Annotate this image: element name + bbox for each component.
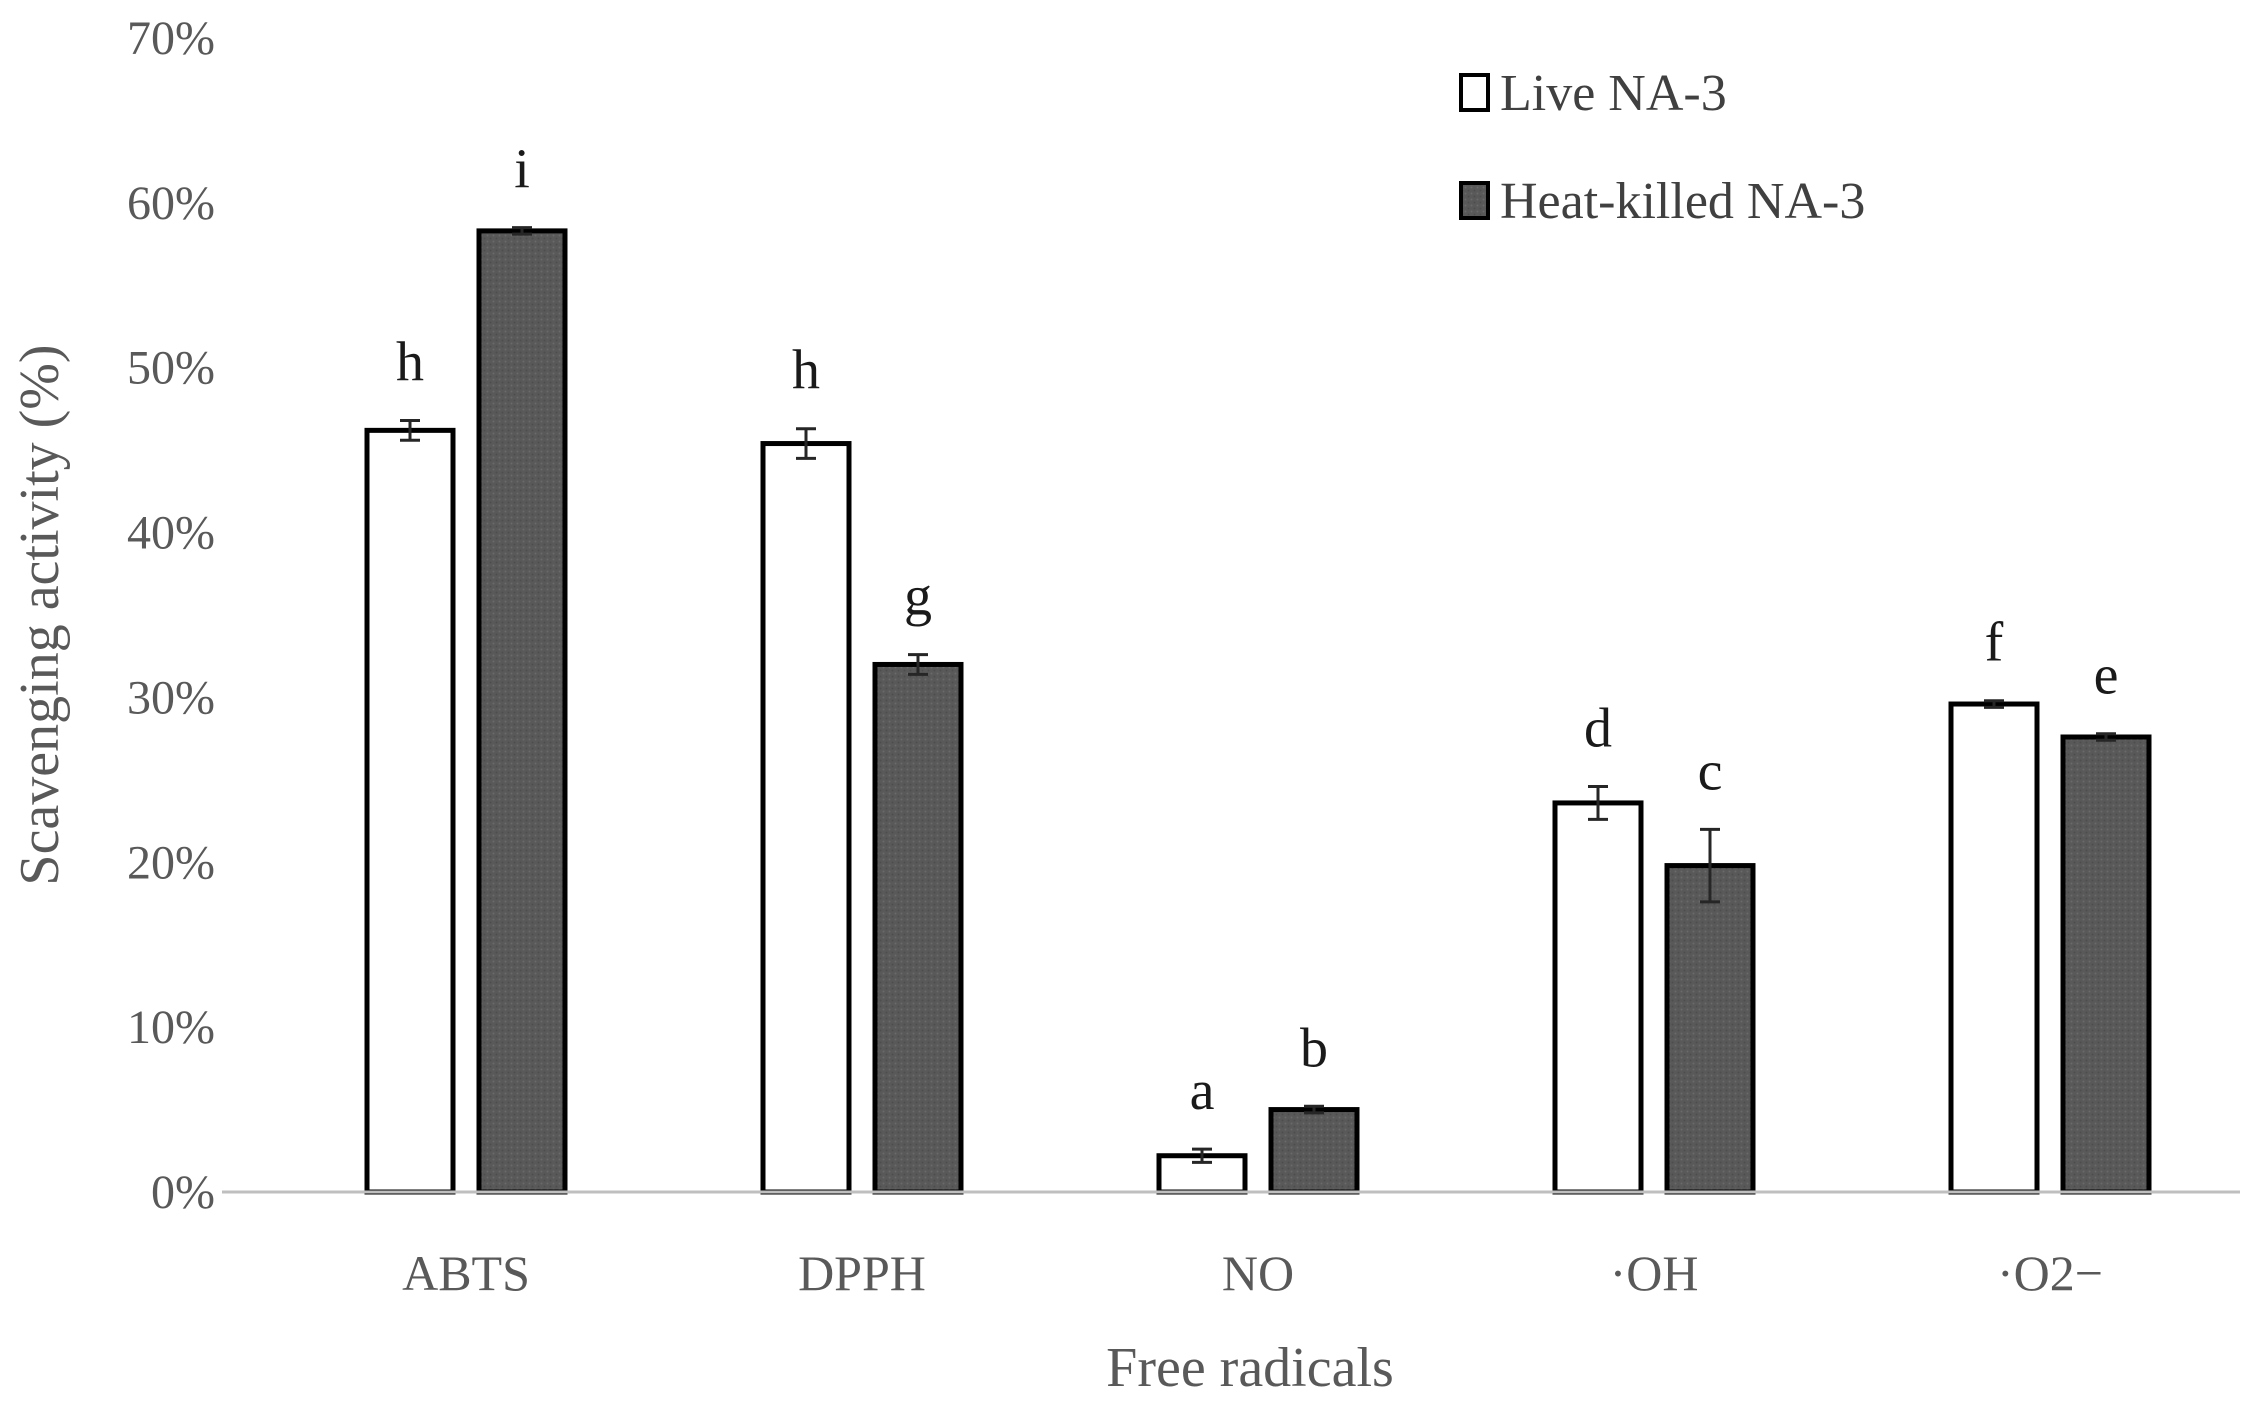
bar-live (1948, 701, 2040, 1195)
error-bar (2096, 732, 2116, 742)
error-bar (796, 427, 816, 460)
y-tick-label: 10% (127, 1001, 215, 1054)
bar-heat-killed (1268, 1107, 1360, 1195)
y-tick-label: 30% (127, 671, 215, 724)
x-axis-title: Free radicals (1106, 1337, 1394, 1399)
significance-letter: b (1300, 1017, 1328, 1079)
bar-heat-killed (1664, 863, 1756, 1195)
y-axis-title: Scavenging activity (%) (9, 344, 71, 885)
significance-letter: h (792, 340, 820, 402)
bars-layer (364, 226, 2152, 1195)
error-bar (908, 653, 928, 676)
error-bar (1984, 699, 2004, 709)
significance-letter: i (514, 139, 530, 201)
y-tick-label: 40% (127, 507, 215, 560)
significance-letter: g (904, 566, 932, 628)
y-tick-label: 0% (151, 1166, 215, 1219)
x-tick-label: DPPH (798, 1245, 926, 1301)
error-bar (512, 226, 532, 236)
y-tick-labels: 0% 10% 20% 30% 40% 50% 60% 70% (127, 12, 215, 1219)
significance-letter: f (1985, 612, 2004, 674)
error-bar (1192, 1147, 1212, 1164)
x-tick-label: ABTS (402, 1245, 530, 1301)
bar-heat-killed (2060, 734, 2152, 1195)
y-tick-label: 50% (127, 342, 215, 395)
y-tick-label: 70% (127, 12, 215, 65)
y-tick-label: 20% (127, 836, 215, 889)
x-tick-label: ·OH (1610, 1245, 1699, 1301)
significance-letter: c (1698, 740, 1723, 802)
legend-label-heat-killed: Heat-killed NA-3 (1500, 173, 1865, 230)
bar-live (364, 427, 456, 1195)
legend-swatch-heat-killed (1459, 181, 1490, 220)
x-tick-label: NO (1222, 1245, 1294, 1301)
significance-letter: d (1584, 697, 1612, 759)
significance-letter: e (2094, 645, 2119, 707)
error-bar (1304, 1104, 1324, 1115)
x-tick-labels: ABTS DPPH NO ·OH ·O2− (402, 1245, 2103, 1301)
legend-label-live: Live NA-3 (1500, 65, 1727, 122)
bar-live (1552, 800, 1644, 1195)
error-bar (1588, 784, 1608, 821)
significance-letter: a (1190, 1060, 1215, 1122)
bar-live (760, 441, 852, 1195)
significance-letter: h (396, 331, 424, 393)
y-tick-label: 60% (127, 177, 215, 230)
error-bar (400, 418, 420, 442)
legend-swatch-live (1459, 73, 1490, 112)
legend: Live NA-3 Heat-killed NA-3 (1459, 65, 1865, 230)
error-bar (1700, 827, 1720, 904)
bar-heat-killed (476, 228, 568, 1195)
legend-item-live: Live NA-3 (1459, 65, 1727, 122)
significance-letters: h h a d f i g b c e (396, 139, 2118, 1123)
bar-heat-killed (872, 661, 964, 1195)
x-tick-label: ·O2− (1997, 1245, 2103, 1301)
legend-item-heat-killed: Heat-killed NA-3 (1459, 173, 1865, 230)
